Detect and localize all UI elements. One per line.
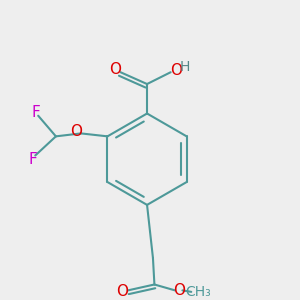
Text: H: H — [180, 60, 190, 74]
Text: O: O — [117, 284, 129, 299]
Text: O: O — [170, 63, 182, 78]
Text: O: O — [70, 124, 83, 140]
Text: O: O — [173, 283, 185, 298]
Text: O: O — [109, 62, 121, 77]
Text: F: F — [28, 152, 37, 166]
Text: F: F — [32, 105, 40, 120]
Text: CH₃: CH₃ — [185, 285, 211, 299]
